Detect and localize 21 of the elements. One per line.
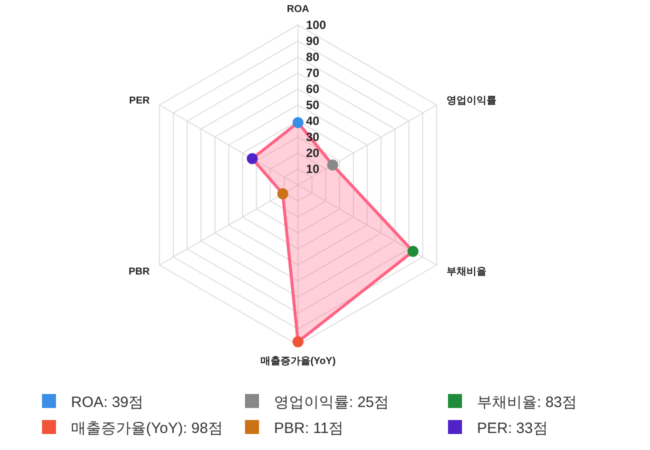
text: 매출증가율(YoY): 98점 [71, 420, 223, 437]
text: PER: 33점 [477, 420, 548, 437]
y-tick-label: 20 [306, 146, 320, 160]
y-tick-label: 100 [306, 18, 326, 32]
text: 부채비율: 83점 [477, 394, 578, 411]
y-tick-label: 10 [306, 162, 320, 176]
y-tick-label: 40 [306, 114, 320, 128]
text: 영업이익률: 25점 [274, 394, 390, 411]
text: PBR: 11점 [274, 420, 344, 437]
spoke-label: 부채비율 [446, 266, 486, 278]
spoke-label: 영업이익률 [446, 95, 496, 106]
y-tick-label: 60 [306, 82, 320, 96]
spoke-label: PBR [128, 266, 151, 278]
text: ROA: 39점 [71, 394, 144, 411]
spoke-label: ROA [286, 4, 310, 15]
y-tick-label: 50 [306, 98, 320, 112]
y-tick-label: 80 [306, 50, 320, 64]
spoke-label: PER [129, 95, 151, 106]
spoke-label: 매출증가율(YoY) [260, 356, 336, 368]
y-tick-label: 70 [306, 66, 320, 80]
y-tick-label: 90 [306, 34, 320, 48]
